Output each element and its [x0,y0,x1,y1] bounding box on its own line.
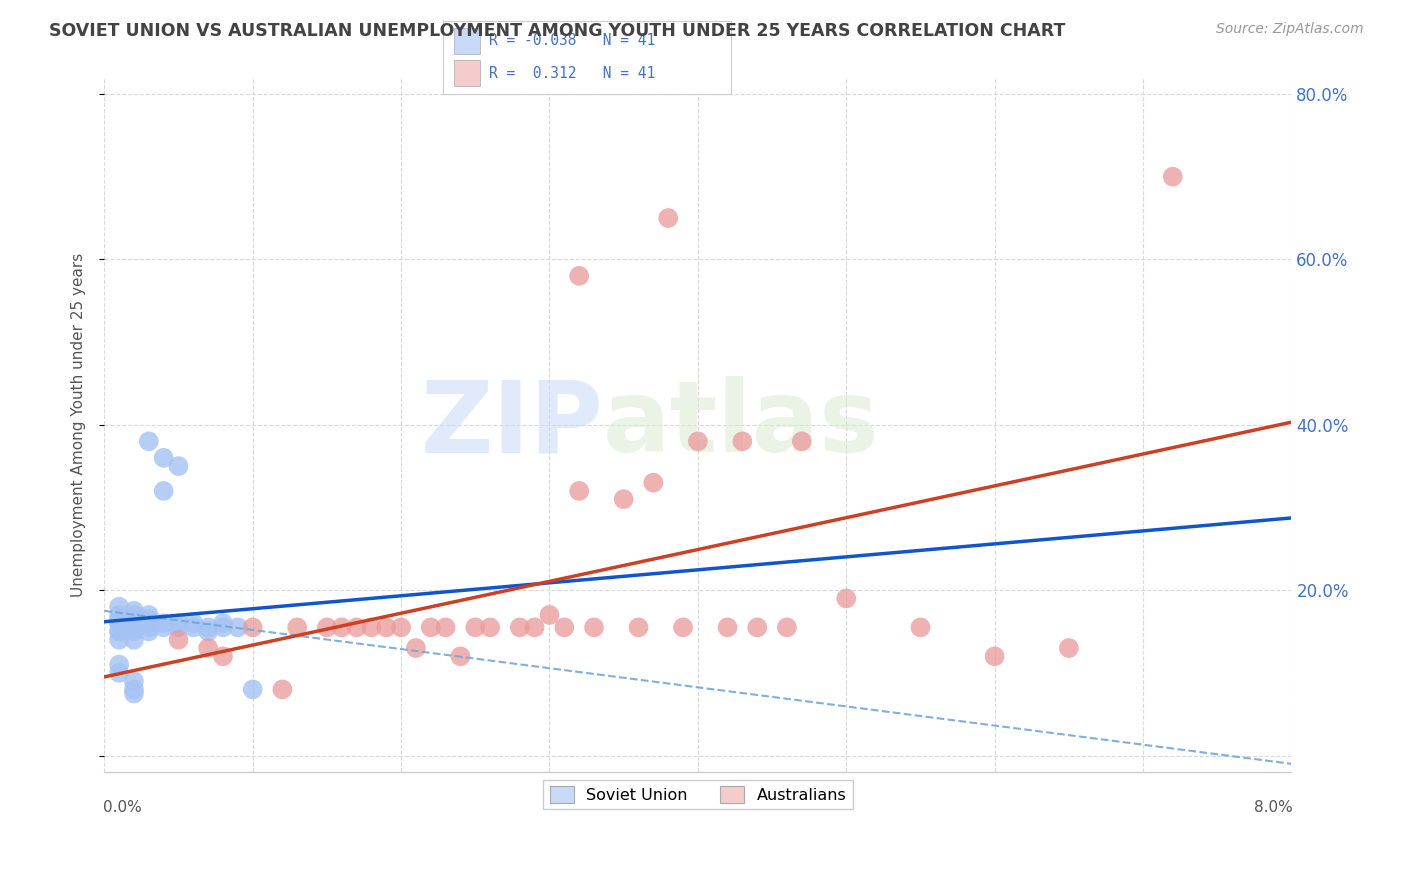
Point [1057,641,1080,656]
Point [776,620,799,634]
Point [419,620,441,634]
Point [122,607,145,622]
Point [538,607,561,622]
Y-axis label: Unemployment Among Youth under 25 years: Unemployment Among Youth under 25 years [72,252,86,597]
Point [346,620,368,634]
Point [152,483,174,498]
Point [212,616,235,631]
Point [167,616,190,631]
Point [108,657,131,672]
Point [212,649,235,664]
Point [122,624,145,639]
Point [108,632,131,647]
Text: SOVIET UNION VS AUSTRALIAN UNEMPLOYMENT AMONG YOUTH UNDER 25 YEARS CORRELATION C: SOVIET UNION VS AUSTRALIAN UNEMPLOYMENT … [49,22,1066,40]
Point [138,434,160,449]
Point [271,682,294,697]
Point [108,599,131,614]
Point [122,612,145,626]
Point [167,620,190,634]
Point [138,620,160,634]
Point [167,459,190,474]
Point [122,686,145,700]
Point [613,492,636,507]
Point [285,620,308,634]
Point [212,620,235,634]
Point [108,624,131,639]
Point [108,616,131,631]
Point [315,620,337,634]
Text: ZIP: ZIP [420,376,603,474]
Point [568,268,591,283]
Text: 0.0%: 0.0% [103,800,142,815]
Text: atlas: atlas [603,376,880,474]
Text: R = -0.038   N = 41: R = -0.038 N = 41 [489,34,655,48]
Point [108,607,131,622]
Point [643,475,665,490]
Point [716,620,738,634]
FancyBboxPatch shape [454,60,481,87]
Point [242,620,264,634]
Point [389,620,412,634]
Point [122,674,145,689]
Point [138,612,160,626]
Point [167,632,190,647]
Point [790,434,813,449]
Point [627,620,650,634]
Point [152,616,174,631]
Point [152,620,174,634]
Point [197,641,219,656]
Point [568,483,591,498]
Point [122,632,145,647]
Point [108,616,131,631]
Point [122,616,145,631]
Point [360,620,382,634]
Point [152,450,174,465]
Point [835,591,858,606]
Point [330,620,353,634]
Point [479,620,502,634]
Point [138,624,160,639]
Point [226,620,249,634]
Point [747,620,769,634]
Point [582,620,605,634]
Point [108,624,131,639]
Point [983,649,1005,664]
Point [138,607,160,622]
Point [434,620,457,634]
Point [375,620,398,634]
Point [183,620,205,634]
Text: 8.0%: 8.0% [1254,800,1292,815]
Point [553,620,575,634]
FancyBboxPatch shape [454,28,481,54]
Legend: Soviet Union, Australians: Soviet Union, Australians [543,780,852,809]
Point [122,682,145,697]
Point [464,620,486,634]
Point [449,649,471,664]
Point [108,612,131,626]
Text: Source: ZipAtlas.com: Source: ZipAtlas.com [1216,22,1364,37]
Point [183,616,205,631]
Point [731,434,754,449]
Point [686,434,709,449]
Point [509,620,531,634]
Point [108,665,131,680]
Text: R =  0.312   N = 41: R = 0.312 N = 41 [489,66,655,80]
Point [672,620,695,634]
Point [657,211,679,225]
Point [122,620,145,634]
Point [910,620,932,634]
Point [197,620,219,634]
Point [138,616,160,631]
Point [523,620,546,634]
Point [405,641,427,656]
Point [122,604,145,618]
Point [197,624,219,639]
Point [242,682,264,697]
Point [1161,169,1184,184]
